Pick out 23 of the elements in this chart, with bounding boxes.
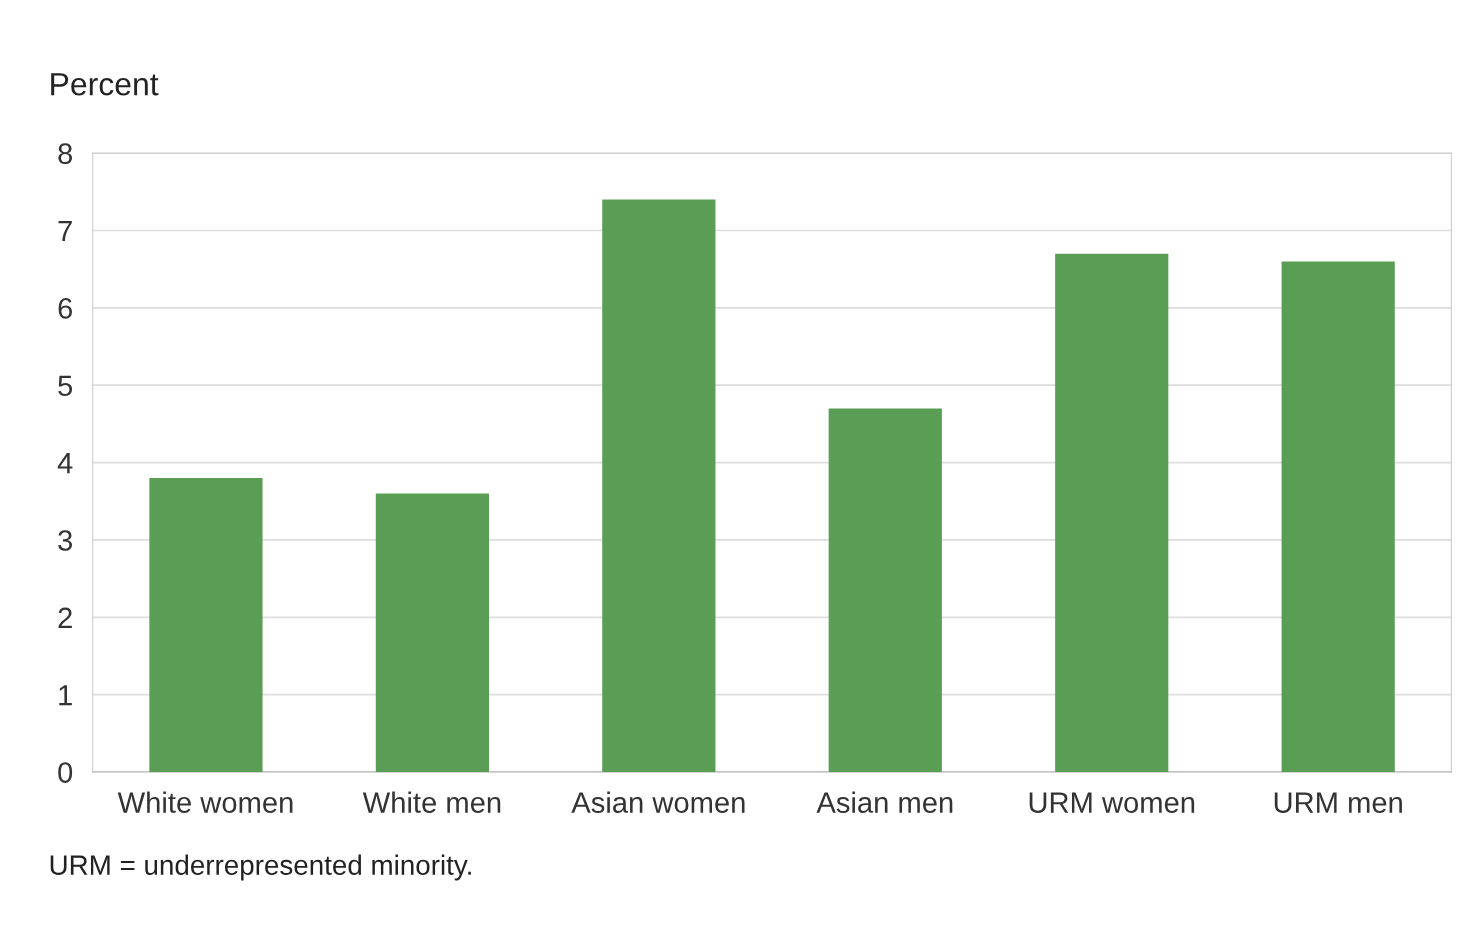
y-tick-label: 1 bbox=[59, 685, 72, 706]
y-axis-title: Percent bbox=[51, 73, 159, 96]
y-tick-label: 4 bbox=[57, 453, 73, 474]
bar bbox=[149, 478, 263, 773]
y-tick-label: 3 bbox=[58, 530, 73, 551]
bar bbox=[1281, 261, 1395, 773]
x-tick-label: Asian women bbox=[571, 791, 745, 813]
x-tick-label: White men bbox=[362, 791, 501, 813]
x-tick-label: URM men bbox=[1274, 792, 1402, 813]
y-tick-label: 7 bbox=[58, 220, 72, 242]
y-tick-label: 6 bbox=[58, 298, 73, 319]
y-tick-label: 2 bbox=[58, 607, 72, 628]
bar bbox=[1055, 253, 1169, 773]
y-tick-label: 0 bbox=[58, 762, 73, 783]
bar bbox=[602, 199, 716, 773]
y-tick-label: 5 bbox=[58, 375, 73, 397]
x-tick-label: Asian men bbox=[816, 791, 953, 813]
bar bbox=[828, 408, 942, 773]
x-tick-label: URM women bbox=[1029, 792, 1195, 813]
text: URM = underrepresented minority. bbox=[50, 854, 471, 881]
x-tick-label: White women bbox=[117, 791, 293, 813]
bar bbox=[375, 493, 490, 773]
y-tick-label: 8 bbox=[58, 143, 73, 164]
